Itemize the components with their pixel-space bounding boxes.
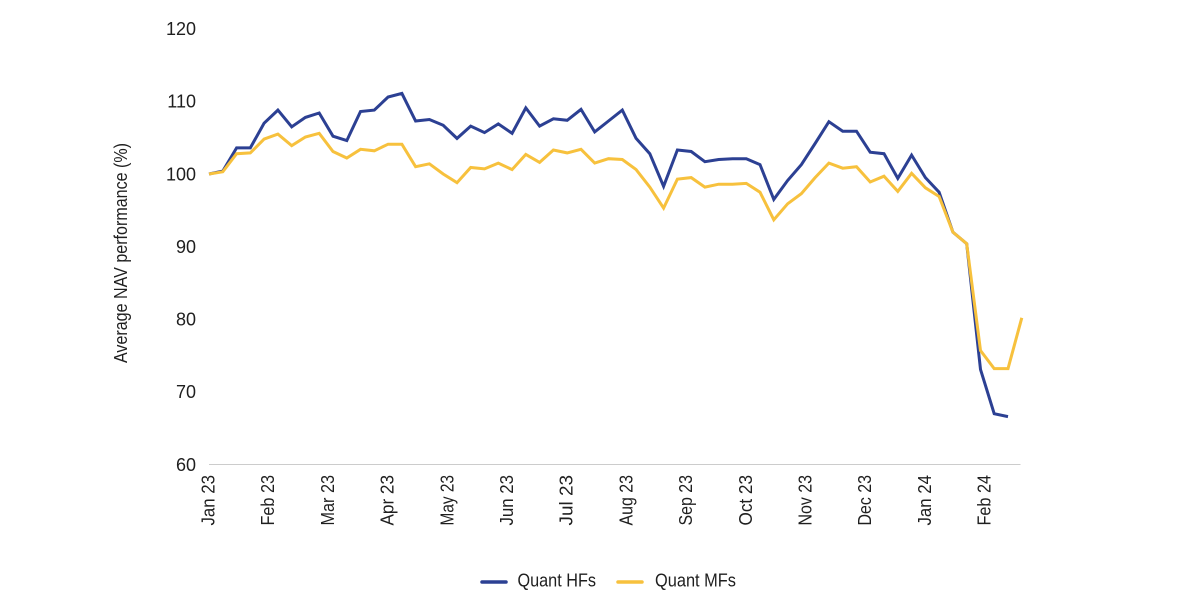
- svg-text:Feb 23: Feb 23: [258, 475, 278, 526]
- svg-text:120: 120: [166, 19, 196, 39]
- svg-text:Dec 23: Dec 23: [855, 475, 875, 526]
- svg-text:Nov 23: Nov 23: [796, 475, 816, 526]
- svg-text:Apr 23: Apr 23: [378, 475, 398, 526]
- svg-text:Jan 24: Jan 24: [915, 475, 935, 526]
- svg-text:Jun 23: Jun 23: [497, 475, 517, 526]
- svg-text:Oct 23: Oct 23: [736, 475, 756, 526]
- svg-text:Jan 23: Jan 23: [199, 475, 219, 526]
- svg-text:90: 90: [176, 237, 196, 257]
- svg-text:Mar 23: Mar 23: [318, 475, 338, 526]
- svg-text:Average NAV performance (%): Average NAV performance (%): [111, 143, 131, 363]
- svg-text:70: 70: [176, 382, 196, 402]
- svg-text:Jul 23: Jul 23: [557, 475, 577, 526]
- svg-text:Feb 24: Feb 24: [975, 475, 995, 526]
- svg-text:Quant HFs: Quant HFs: [518, 571, 597, 591]
- svg-text:80: 80: [176, 310, 196, 330]
- svg-text:60: 60: [176, 455, 196, 475]
- svg-text:Sep 23: Sep 23: [676, 475, 696, 526]
- svg-text:May 23: May 23: [437, 475, 457, 526]
- svg-text:Quant MFs: Quant MFs: [655, 571, 736, 591]
- svg-text:100: 100: [166, 164, 196, 184]
- svg-text:110: 110: [167, 92, 196, 112]
- svg-text:Aug 23: Aug 23: [616, 475, 636, 526]
